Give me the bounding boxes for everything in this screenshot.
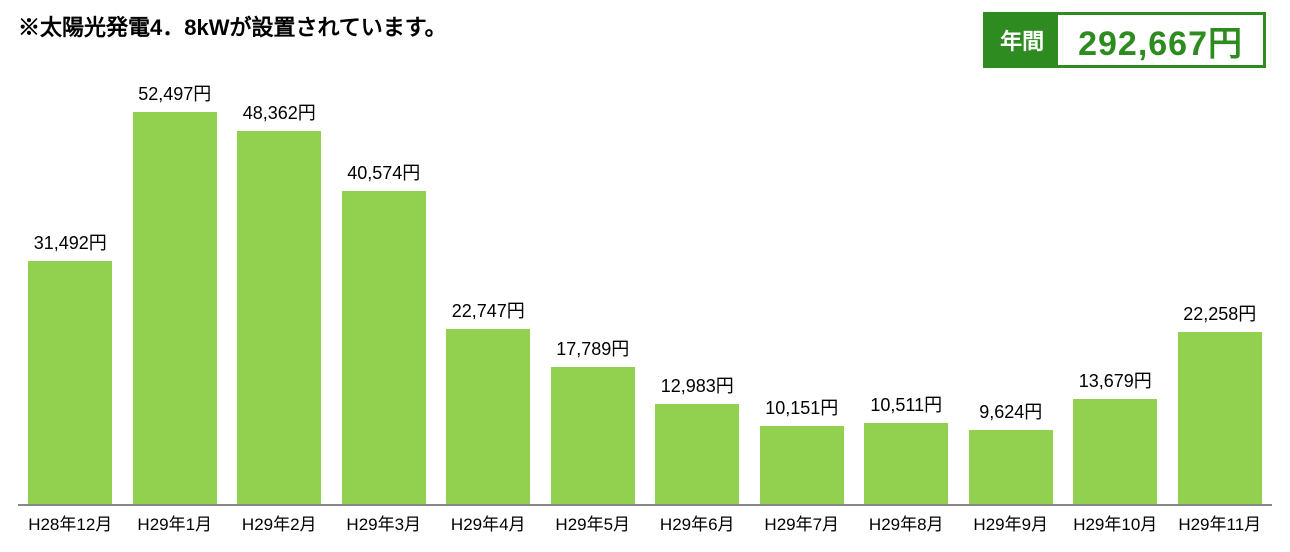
bar-rect (446, 329, 530, 504)
annual-total-box: 年間 292,667円 (983, 12, 1266, 68)
chart-bars-container: 31,492円 52,497円 48,362円 40,574円 22,747円 17,78… (18, 80, 1272, 506)
bar-slot: 10,151円 (750, 80, 855, 504)
bar-value-label: 10,151円 (765, 394, 838, 420)
annual-total-value: 292,667円 (1058, 15, 1263, 65)
x-axis-label: H29年10月 (1063, 510, 1168, 534)
bar-value-label: 17,789円 (556, 335, 629, 361)
bar-slot: 48,362円 (227, 80, 332, 504)
bar-rect (342, 191, 426, 504)
bar-slot: 12,983円 (645, 80, 750, 504)
bar-slot: 52,497円 (123, 80, 228, 504)
bar-rect (237, 131, 321, 504)
bar-rect (1178, 332, 1262, 504)
bar-slot: 13,679円 (1063, 80, 1168, 504)
bar-rect (28, 261, 112, 504)
x-axis-label: H29年3月 (332, 510, 437, 534)
bar-rect (864, 423, 948, 504)
bar-value-label: 22,258円 (1183, 300, 1256, 326)
bar-value-label: 52,497円 (138, 80, 211, 106)
bar-rect (969, 430, 1053, 504)
x-axis-label: H29年11月 (1168, 510, 1273, 534)
bar-slot: 22,258円 (1168, 80, 1273, 504)
bar-rect (1073, 399, 1157, 504)
bar-slot: 40,574円 (332, 80, 437, 504)
bar-value-label: 48,362円 (243, 99, 316, 125)
bar-rect (551, 367, 635, 504)
x-axis-label: H29年1月 (123, 510, 228, 534)
bar-chart: 31,492円 52,497円 48,362円 40,574円 22,747円 17,78… (18, 80, 1272, 534)
bar-slot: 31,492円 (18, 80, 123, 504)
x-axis-label: H29年2月 (227, 510, 332, 534)
x-axis-label: H29年6月 (645, 510, 750, 534)
bar-rect (655, 404, 739, 504)
x-axis-label: H29年4月 (436, 510, 541, 534)
bar-value-label: 13,679円 (1079, 367, 1152, 393)
bar-value-label: 40,574円 (347, 159, 420, 185)
bar-value-label: 9,624円 (979, 398, 1042, 424)
bar-slot: 10,511円 (854, 80, 959, 504)
bar-rect (760, 426, 844, 504)
bar-slot: 17,789円 (541, 80, 646, 504)
chart-x-axis: H28年12月H29年1月H29年2月H29年3月H29年4月H29年5月H29… (18, 510, 1272, 534)
bar-slot: 9,624円 (959, 80, 1064, 504)
bar-value-label: 22,747円 (452, 297, 525, 323)
bar-rect (133, 112, 217, 504)
x-axis-label: H29年8月 (854, 510, 959, 534)
annual-total-label: 年間 (986, 15, 1058, 65)
bar-value-label: 31,492円 (34, 229, 107, 255)
x-axis-label: H29年5月 (541, 510, 646, 534)
bar-value-label: 12,983円 (661, 372, 734, 398)
x-axis-label: H29年7月 (750, 510, 855, 534)
bar-slot: 22,747円 (436, 80, 541, 504)
bar-value-label: 10,511円 (870, 391, 942, 417)
note-text: ※太陽光発電4．8kWが設置されています。 (18, 10, 447, 42)
x-axis-label: H28年12月 (18, 510, 123, 534)
x-axis-label: H29年9月 (959, 510, 1064, 534)
